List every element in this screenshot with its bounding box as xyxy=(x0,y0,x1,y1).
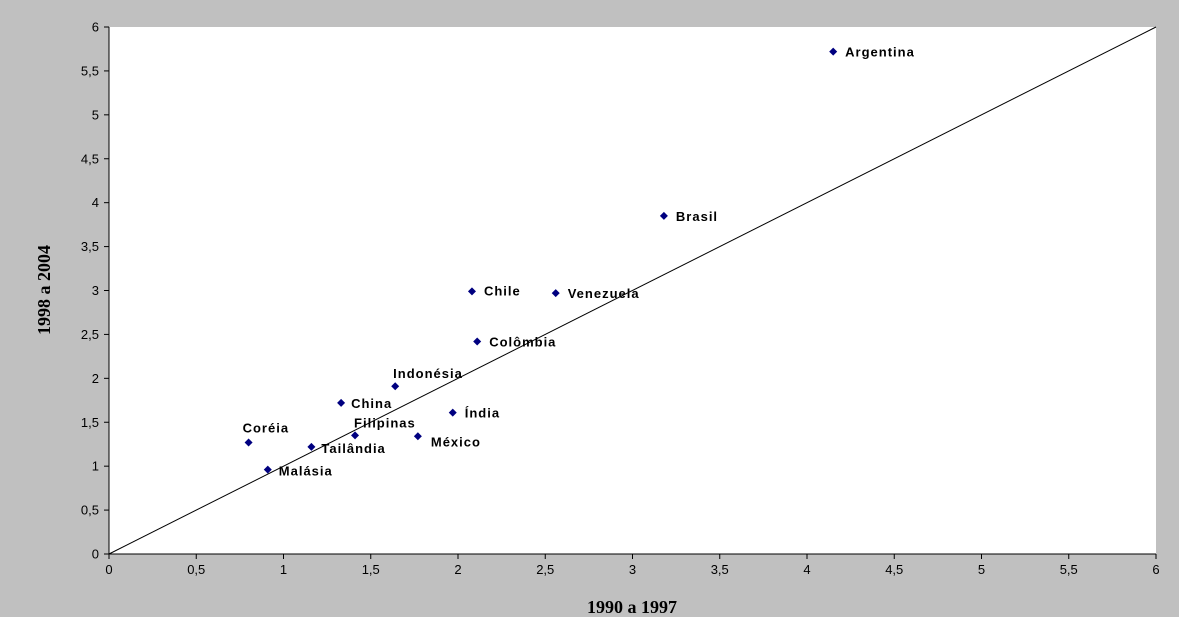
data-point xyxy=(391,382,400,391)
point-labels: Argentina Brasil Chile Venezuela Colômbia Ind… xyxy=(243,45,915,479)
x-tick-label: 1,5 xyxy=(362,562,380,577)
point-label: Indonésia xyxy=(393,366,463,381)
point-label: Brasil xyxy=(676,209,718,224)
point-label: Coréia xyxy=(243,420,289,435)
x-tick-label: 4 xyxy=(803,562,810,577)
y-tick-label: 2 xyxy=(92,371,99,386)
data-point xyxy=(473,337,482,346)
data-point xyxy=(659,211,668,220)
reference-line-group xyxy=(108,26,1157,555)
data-point xyxy=(467,287,476,296)
x-tick-label: 3 xyxy=(629,562,636,577)
point-label: Filipinas xyxy=(354,415,416,430)
y-tick-label: 4,5 xyxy=(81,151,99,166)
y-tick-label: 5,5 xyxy=(81,63,99,78)
data-point xyxy=(263,465,272,474)
x-tick-label: 0,5 xyxy=(187,562,205,577)
y-tick-label: 3,5 xyxy=(81,239,99,254)
x-tick-label: 2,5 xyxy=(536,562,554,577)
axes: 0 0,5 1 1,5 2 2,5 3 3,5 4 4,5 5 5,5 6 0 0,5 1 1,5 2 2,5 3 3,… xyxy=(81,20,1160,578)
point-label: Malásia xyxy=(279,464,333,479)
data-points xyxy=(244,47,838,474)
y-tick-label: 5 xyxy=(92,107,99,122)
y-tick-label: 0 xyxy=(92,547,99,562)
data-point xyxy=(829,47,838,56)
x-tick-label: 4,5 xyxy=(885,562,903,577)
data-point xyxy=(413,432,422,441)
data-point xyxy=(448,408,457,417)
x-tick-label: 0 xyxy=(105,562,112,577)
point-label: Chile xyxy=(484,283,521,298)
y-tick-label: 4 xyxy=(92,195,99,210)
reference-line xyxy=(108,26,1157,555)
y-axis-title: 1998 a 2004 xyxy=(34,245,54,335)
point-label: Índia xyxy=(465,406,500,421)
y-tick-label: 3 xyxy=(92,283,99,298)
data-point xyxy=(351,431,360,440)
point-label: Tailândia xyxy=(321,441,385,456)
y-tick-label: 2,5 xyxy=(81,327,99,342)
x-axis-title: 1990 a 1997 xyxy=(587,597,677,617)
data-point xyxy=(307,442,316,451)
y-tick-label: 1 xyxy=(92,459,99,474)
point-label: México xyxy=(431,434,481,449)
x-tick-label: 3,5 xyxy=(711,562,729,577)
y-tick-label: 0,5 xyxy=(81,503,99,518)
point-label: China xyxy=(351,396,392,411)
x-tick-label: 2 xyxy=(454,562,461,577)
point-label: Venezuela xyxy=(568,286,640,301)
point-label: Argentina xyxy=(845,45,915,60)
y-tick-label: 1,5 xyxy=(81,415,99,430)
y-tick-label: 6 xyxy=(92,20,99,35)
point-label: Colômbia xyxy=(489,334,556,349)
x-tick-label: 6 xyxy=(1152,562,1159,577)
x-tick-label: 5 xyxy=(978,562,985,577)
x-tick-label: 1 xyxy=(280,562,287,577)
data-point xyxy=(337,398,346,407)
x-tick-label: 5,5 xyxy=(1060,562,1078,577)
data-point xyxy=(244,438,253,447)
data-point xyxy=(551,289,560,298)
